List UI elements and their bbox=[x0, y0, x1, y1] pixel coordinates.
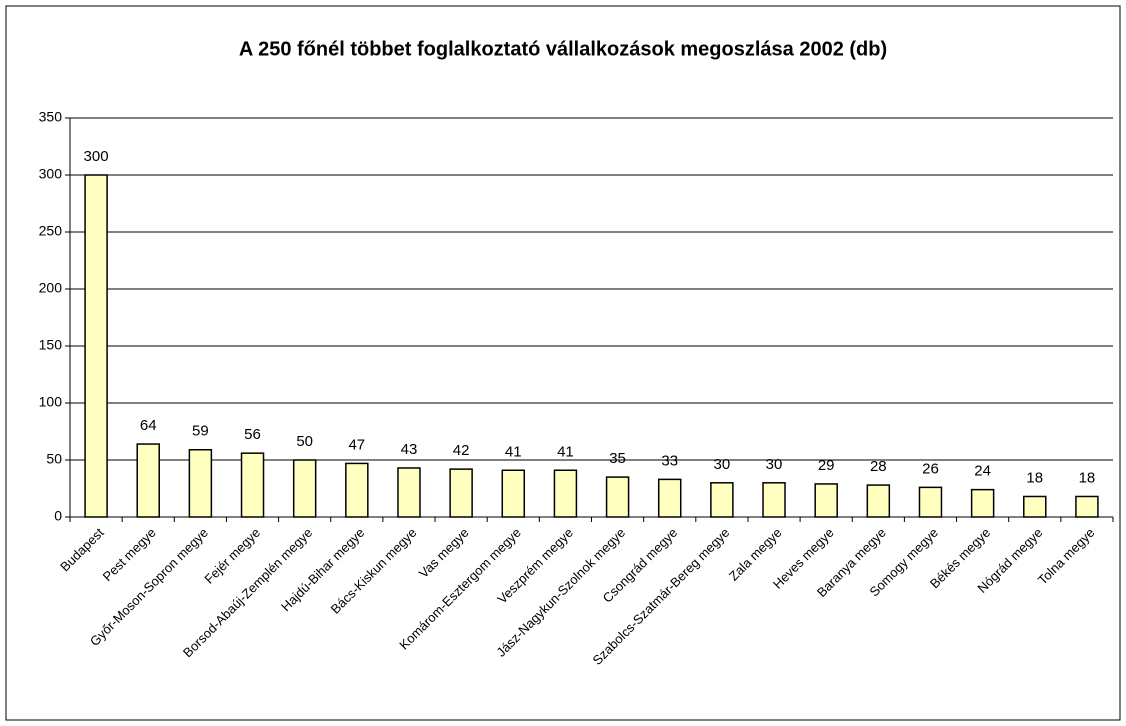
y-tick-label: 200 bbox=[39, 280, 63, 296]
bar bbox=[136, 443, 160, 518]
chart-frame bbox=[5, 5, 1121, 721]
data-label: 42 bbox=[453, 442, 470, 459]
y-tick-label: 0 bbox=[54, 508, 62, 524]
bar bbox=[1075, 495, 1099, 518]
bar bbox=[188, 448, 213, 518]
bar bbox=[345, 462, 369, 518]
bar bbox=[84, 174, 108, 518]
data-label: 29 bbox=[818, 457, 835, 474]
y-tick-label: 100 bbox=[39, 394, 63, 410]
data-label: 18 bbox=[1026, 469, 1043, 486]
bar bbox=[762, 482, 786, 518]
y-tick-label: 150 bbox=[39, 337, 63, 353]
data-label: 300 bbox=[84, 148, 109, 165]
bar bbox=[918, 486, 943, 518]
y-tick-label: 50 bbox=[46, 451, 62, 467]
bar bbox=[710, 482, 734, 518]
bar bbox=[866, 484, 891, 518]
data-label: 33 bbox=[661, 452, 678, 469]
bar bbox=[814, 483, 838, 518]
data-label: 59 bbox=[192, 423, 209, 440]
bar bbox=[240, 452, 265, 518]
data-label: 35 bbox=[609, 450, 626, 467]
bar bbox=[553, 469, 578, 518]
bar bbox=[657, 478, 682, 518]
chart-title: A 250 főnél többet foglalkoztató vállalk… bbox=[239, 38, 887, 60]
data-label: 50 bbox=[296, 433, 313, 450]
y-tick-label: 350 bbox=[39, 109, 63, 125]
bar bbox=[501, 469, 526, 518]
bar bbox=[292, 459, 317, 518]
bar bbox=[605, 476, 630, 518]
data-label: 24 bbox=[974, 463, 991, 480]
data-label: 56 bbox=[244, 426, 261, 443]
data-label: 64 bbox=[140, 417, 157, 434]
data-label: 30 bbox=[714, 456, 731, 473]
bar bbox=[397, 467, 421, 518]
bar bbox=[449, 468, 473, 518]
data-label: 43 bbox=[401, 441, 418, 458]
data-label: 47 bbox=[348, 436, 365, 453]
bar bbox=[1023, 495, 1047, 518]
data-label: 28 bbox=[870, 458, 887, 475]
y-tick-label: 250 bbox=[39, 223, 63, 239]
data-label: 26 bbox=[922, 460, 939, 477]
bar bbox=[970, 488, 995, 518]
y-tick-label: 300 bbox=[39, 166, 63, 182]
data-label: 41 bbox=[505, 443, 522, 460]
data-label: 41 bbox=[557, 443, 574, 460]
data-label: 18 bbox=[1079, 469, 1096, 486]
data-label: 30 bbox=[766, 456, 783, 473]
